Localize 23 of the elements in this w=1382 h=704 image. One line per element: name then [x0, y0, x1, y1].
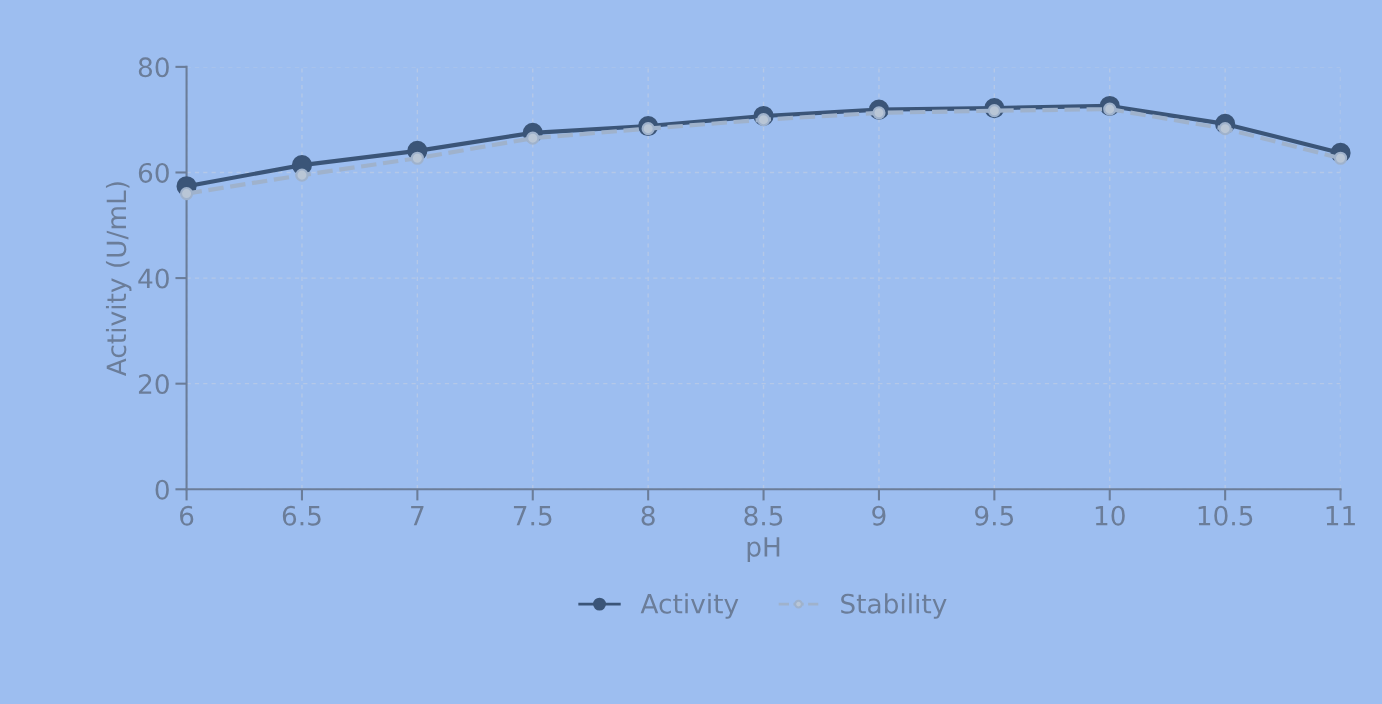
x-tick-label: 6.5	[282, 505, 321, 526]
x-tick-label: 8.5	[744, 505, 783, 526]
x-axis-title: pH	[747, 537, 780, 562]
y-tick-label: 60	[138, 162, 169, 183]
point	[179, 187, 194, 201]
y-axis-title: Activity (U/mL)	[105, 182, 132, 377]
legend-label: Stability	[841, 593, 947, 619]
y-tick-label: 80	[138, 57, 169, 78]
x-tick-label: 6	[180, 505, 194, 526]
x-tick-label: 10	[1095, 505, 1125, 526]
y-tick-label: 0	[155, 479, 169, 500]
x-tick-label: 7	[411, 506, 424, 526]
x-tick-label: 7.5	[513, 506, 552, 526]
y-tick-label: 20	[138, 374, 169, 395]
point	[295, 168, 309, 182]
y-tick-label: 40	[138, 268, 169, 289]
x-tick-label: 11	[1326, 506, 1355, 526]
legend-label: Activity	[640, 593, 739, 619]
x-tick-label: 8	[641, 505, 655, 526]
x-tick-label: 10.5	[1198, 505, 1253, 526]
x-tick-label: 9	[872, 505, 886, 526]
x-tick-label: 9.5	[975, 505, 1014, 526]
point	[410, 151, 424, 165]
